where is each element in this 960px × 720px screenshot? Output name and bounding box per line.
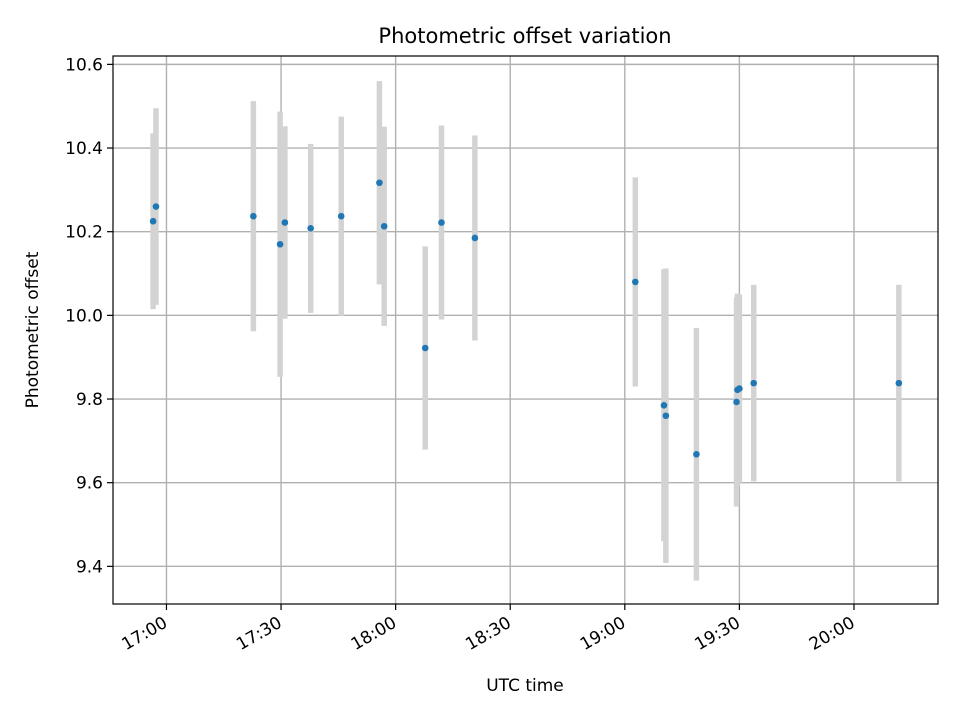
y-tick-label: 10.4	[65, 139, 103, 159]
data-point	[662, 412, 670, 420]
data-point	[733, 398, 740, 406]
data-point	[750, 379, 758, 387]
data-points	[149, 179, 903, 458]
data-point	[250, 212, 257, 220]
y-tick-label: 10.2	[65, 223, 103, 243]
y-axis-label: Photometric offset	[23, 251, 43, 408]
data-point	[632, 278, 639, 286]
data-point	[281, 219, 289, 226]
data-point	[307, 225, 314, 232]
data-point	[471, 234, 479, 242]
data-point	[438, 219, 445, 226]
data-point	[421, 344, 429, 352]
plot-area-background	[113, 56, 938, 604]
grid	[113, 56, 938, 604]
data-point	[376, 179, 383, 187]
data-point	[693, 450, 700, 458]
data-point	[149, 217, 157, 225]
data-point	[276, 240, 284, 248]
data-point	[736, 385, 743, 392]
y-tick-label: 9.8	[76, 390, 103, 410]
data-point	[660, 401, 668, 409]
data-point	[152, 203, 160, 210]
y-tick-label: 10.6	[65, 55, 103, 75]
x-axis-label: UTC time	[486, 676, 564, 696]
data-point	[380, 222, 388, 230]
y-tick-label: 9.4	[76, 557, 103, 577]
y-tick-label: 10.0	[65, 306, 103, 326]
data-point	[895, 379, 903, 387]
plot-frame	[112, 55, 939, 605]
chart-title: Photometric offset variation	[378, 24, 671, 48]
y-tick-label: 9.6	[76, 474, 103, 494]
data-point	[337, 212, 345, 220]
